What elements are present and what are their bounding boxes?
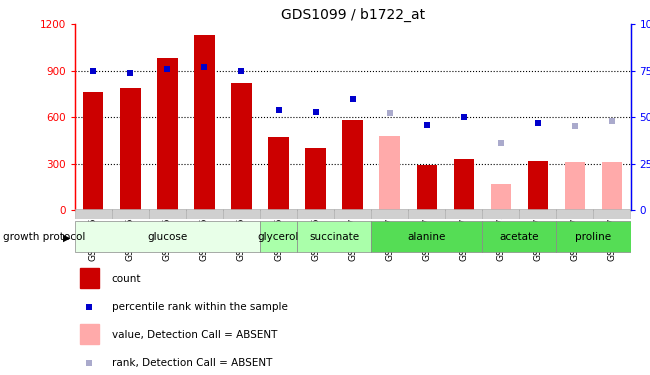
Point xyxy=(88,68,99,74)
Bar xyxy=(343,120,363,210)
Bar xyxy=(81,268,99,288)
Bar xyxy=(149,209,186,219)
Bar xyxy=(491,184,511,210)
Bar xyxy=(75,221,260,252)
Bar xyxy=(306,148,326,210)
Bar xyxy=(268,137,289,210)
Bar xyxy=(593,209,630,219)
Text: percentile rank within the sample: percentile rank within the sample xyxy=(112,302,287,312)
Bar xyxy=(556,221,630,252)
Point xyxy=(125,70,135,76)
Text: count: count xyxy=(112,274,141,284)
Point xyxy=(495,140,506,146)
Text: growth protocol: growth protocol xyxy=(3,232,86,242)
Bar xyxy=(380,136,400,210)
Point xyxy=(84,304,95,310)
Bar xyxy=(565,162,585,210)
Bar xyxy=(334,209,371,219)
Point xyxy=(162,66,173,72)
Bar xyxy=(371,221,482,252)
Bar xyxy=(231,83,252,210)
Text: succinate: succinate xyxy=(309,232,359,242)
Point xyxy=(569,123,580,129)
Text: proline: proline xyxy=(575,232,612,242)
Point xyxy=(199,64,209,70)
Text: acetate: acetate xyxy=(500,232,539,242)
Bar xyxy=(602,162,622,210)
Text: ▶: ▶ xyxy=(62,232,70,242)
Point xyxy=(84,360,95,366)
Bar xyxy=(297,209,334,219)
Bar xyxy=(528,160,548,210)
Text: glycerol: glycerol xyxy=(258,232,299,242)
Bar xyxy=(454,159,474,210)
Bar xyxy=(408,209,445,219)
Point xyxy=(606,118,617,124)
Bar xyxy=(482,209,519,219)
Text: glucose: glucose xyxy=(148,232,187,242)
Point xyxy=(237,68,247,74)
Bar xyxy=(519,209,556,219)
Bar xyxy=(120,88,140,210)
Bar xyxy=(157,58,177,210)
Point xyxy=(311,109,321,115)
Point xyxy=(533,120,543,126)
Point xyxy=(273,107,283,113)
Bar xyxy=(81,324,99,344)
Bar xyxy=(223,209,260,219)
Text: rank, Detection Call = ABSENT: rank, Detection Call = ABSENT xyxy=(112,358,272,368)
Bar xyxy=(112,209,149,219)
Text: value, Detection Call = ABSENT: value, Detection Call = ABSENT xyxy=(112,330,277,340)
Bar xyxy=(371,209,408,219)
Point xyxy=(384,111,395,117)
Bar xyxy=(482,221,556,252)
Bar xyxy=(186,209,223,219)
Text: alanine: alanine xyxy=(408,232,446,242)
Bar xyxy=(445,209,482,219)
Bar xyxy=(83,93,103,210)
Bar xyxy=(260,221,297,252)
Bar xyxy=(556,209,593,219)
Point xyxy=(422,122,432,128)
Bar xyxy=(417,165,437,210)
Bar xyxy=(260,209,297,219)
Title: GDS1099 / b1722_at: GDS1099 / b1722_at xyxy=(281,8,424,22)
Bar xyxy=(297,221,371,252)
Bar xyxy=(75,209,112,219)
Point xyxy=(458,114,469,120)
Point xyxy=(347,96,358,102)
Bar xyxy=(194,35,214,210)
